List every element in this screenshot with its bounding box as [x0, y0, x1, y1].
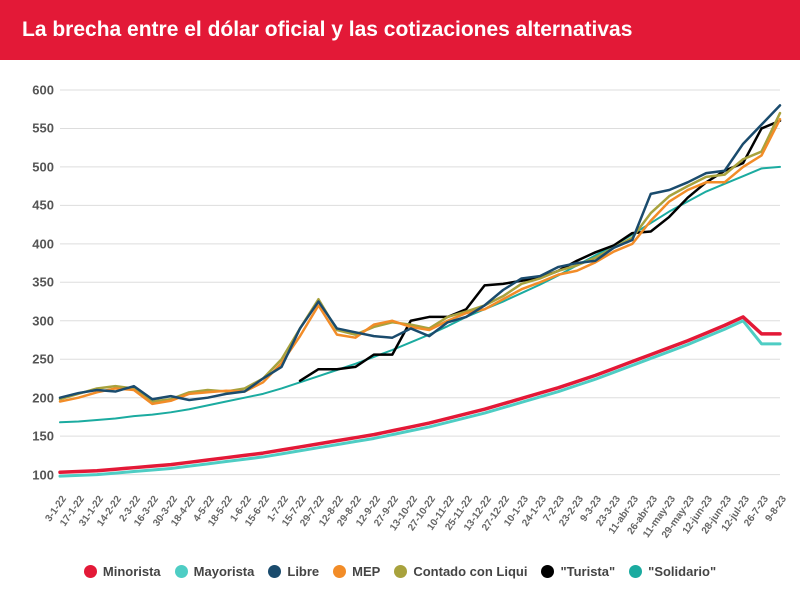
y-tick-label: 300	[32, 313, 54, 328]
legend-dot-icon	[394, 565, 407, 578]
legend-item-minorista: Minorista	[84, 564, 161, 579]
y-tick-label: 250	[32, 352, 54, 367]
legend-item-libre: Libre	[268, 564, 319, 579]
y-tick-label: 600	[32, 83, 54, 98]
y-tick-label: 200	[32, 390, 54, 405]
y-tick-label: 100	[32, 467, 54, 482]
legend-label: Contado con Liqui	[413, 564, 527, 579]
legend-dot-icon	[333, 565, 346, 578]
chart-title: La brecha entre el dólar oficial y las c…	[0, 0, 800, 60]
legend-label: MEP	[352, 564, 380, 579]
legend-item-turista: "Turista"	[541, 564, 615, 579]
series-mep	[60, 119, 780, 404]
legend-label: Libre	[287, 564, 319, 579]
legend-item-mep: MEP	[333, 564, 380, 579]
legend-label: Minorista	[103, 564, 161, 579]
y-tick-label: 400	[32, 236, 54, 251]
series-libre	[60, 105, 780, 400]
legend-item-ccl: Contado con Liqui	[394, 564, 527, 579]
legend-dot-icon	[268, 565, 281, 578]
legend-dot-icon	[175, 565, 188, 578]
legend-label: "Turista"	[560, 564, 615, 579]
y-tick-label: 500	[32, 159, 54, 174]
legend-label: "Solidario"	[648, 564, 716, 579]
line-chart-svg	[60, 90, 780, 490]
legend-dot-icon	[84, 565, 97, 578]
series-ccl	[60, 113, 780, 401]
legend: Minorista Mayorista Libre MEP Contado con Li…	[0, 564, 800, 579]
y-tick-label: 450	[32, 198, 54, 213]
y-tick-label: 350	[32, 275, 54, 290]
y-tick-label: 150	[32, 429, 54, 444]
chart-container: La brecha entre el dólar oficial y las c…	[0, 0, 800, 591]
y-tick-label: 550	[32, 121, 54, 136]
legend-item-mayorista: Mayorista	[175, 564, 255, 579]
legend-dot-icon	[541, 565, 554, 578]
legend-label: Mayorista	[194, 564, 255, 579]
series-turista	[300, 121, 780, 381]
series-minorista	[60, 317, 780, 472]
plot-area: 100150200250300350400450500550600 3-1-22…	[60, 90, 780, 490]
legend-dot-icon	[629, 565, 642, 578]
legend-item-solidario: "Solidario"	[629, 564, 716, 579]
